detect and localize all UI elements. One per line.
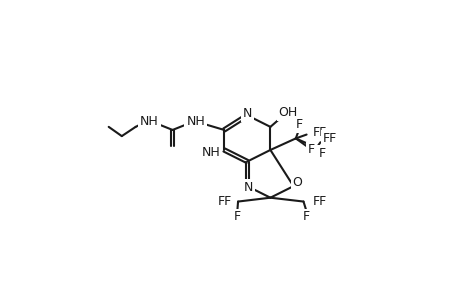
Text: FF: FF	[312, 195, 326, 208]
Text: F: F	[307, 143, 314, 157]
Text: NH: NH	[140, 115, 158, 128]
Text: F: F	[302, 211, 309, 224]
Text: N: N	[242, 107, 252, 120]
Text: NH: NH	[186, 115, 205, 128]
Text: OH: OH	[278, 106, 297, 119]
Text: FF: FF	[217, 195, 231, 208]
Text: NH: NH	[201, 146, 220, 159]
Text: O: O	[292, 176, 302, 189]
Text: F: F	[319, 147, 325, 160]
Text: FF: FF	[322, 132, 336, 145]
Text: N: N	[244, 181, 253, 194]
Text: F: F	[233, 211, 241, 224]
Text: F: F	[296, 118, 302, 131]
Text: FF: FF	[312, 126, 326, 139]
